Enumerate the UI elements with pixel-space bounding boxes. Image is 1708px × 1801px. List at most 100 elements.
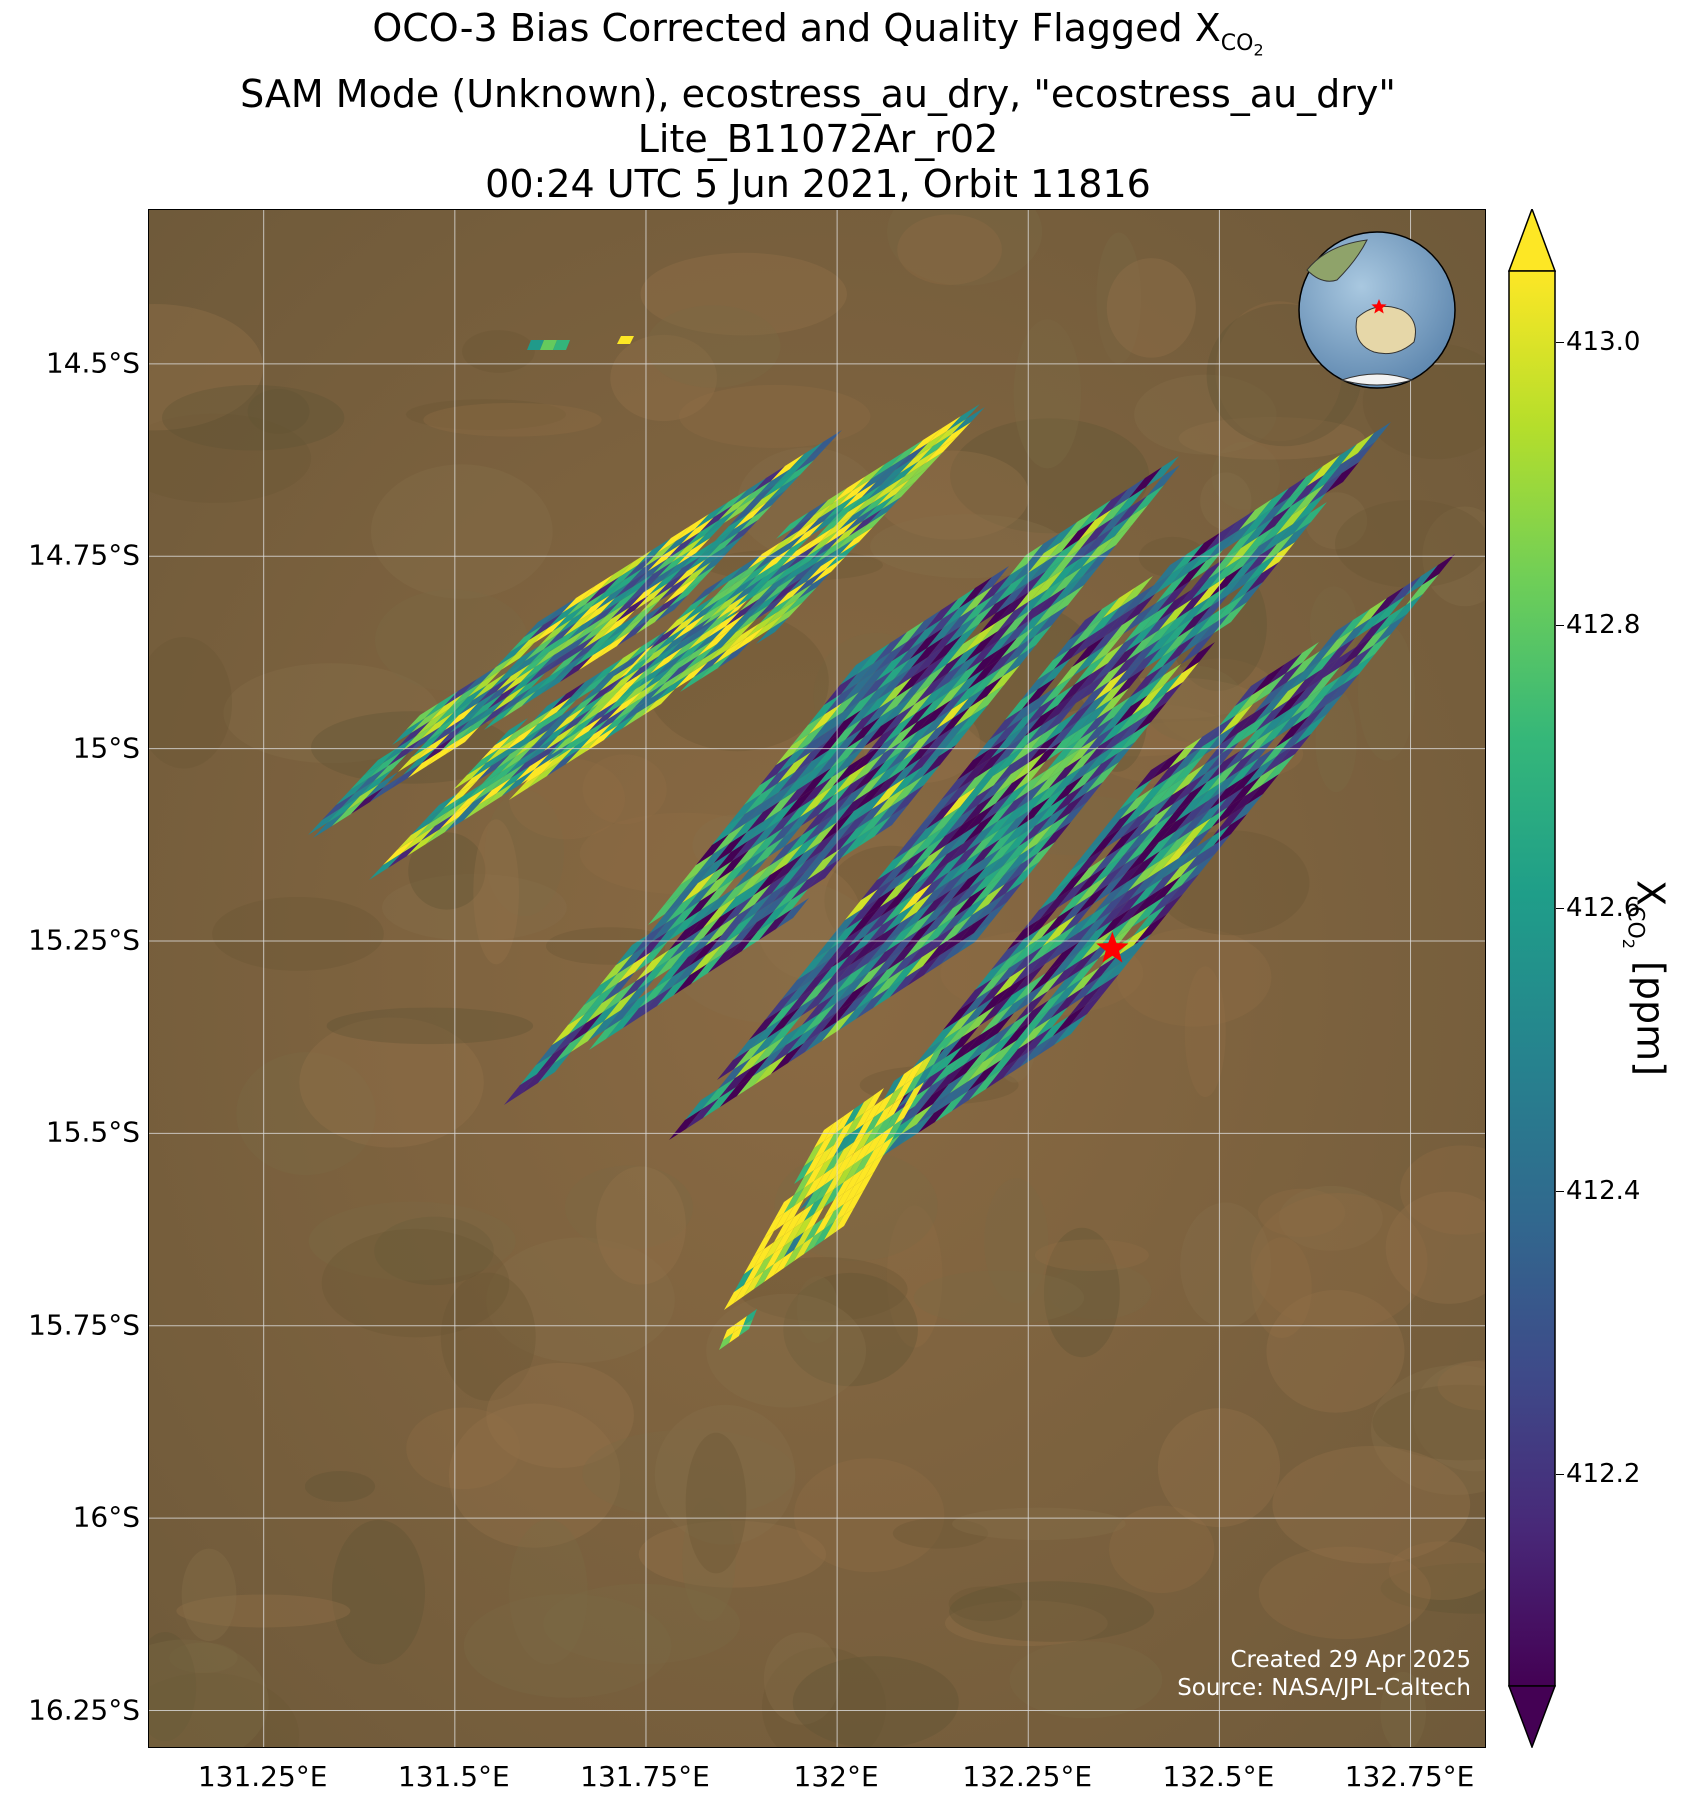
sounding-pixel: [884, 1107, 904, 1132]
sounding-pixel: [672, 946, 705, 977]
sounding-pixel: [383, 736, 416, 763]
sounding-pixel: [1047, 951, 1080, 982]
sounding-pixel: [745, 783, 778, 814]
sounding-pixel: [960, 586, 993, 617]
sounding-pixel: [961, 595, 994, 626]
sounding-pixel: [706, 532, 739, 559]
colorbar-extend-max: [1508, 209, 1556, 272]
sounding-pixel: [758, 900, 791, 931]
sounding-pixel: [730, 578, 763, 605]
sounding-pixel: [650, 647, 683, 674]
sounding-pixel: [779, 761, 812, 792]
lat-tick-label: 14.75°S: [28, 538, 140, 572]
sounding-pixel: [1072, 636, 1105, 667]
sounding-pixel: [766, 808, 799, 839]
sounding-pixel: [421, 712, 454, 739]
map-canvas[interactable]: [149, 210, 1486, 1748]
sounding-pixel: [1032, 768, 1065, 799]
sounding-pixel: [1058, 674, 1091, 705]
sounding-pixel: [910, 452, 943, 479]
sounding-pixel: [950, 1062, 983, 1093]
sounding-pixel: [720, 572, 753, 599]
sounding-pixel: [579, 643, 612, 670]
sounding-pixel: [1293, 493, 1326, 524]
sounding-pixel: [701, 529, 734, 556]
sounding-pixel: [1141, 601, 1174, 632]
sounding-pixel: [945, 805, 978, 836]
sounding-pixel: [740, 902, 773, 933]
sounding-pixel: [628, 634, 661, 661]
map-panel[interactable]: Created 29 Apr 2025 Source: NASA/JPL-Cal…: [148, 209, 1486, 1748]
sounding-pixel: [938, 716, 971, 747]
terrain-patch: [331, 1519, 426, 1665]
sounding-pixel: [350, 763, 383, 790]
sounding-pixel: [1276, 504, 1309, 535]
sounding-pixel: [1013, 973, 1046, 1004]
sounding-pixel: [1096, 688, 1129, 719]
sounding-pixel: [565, 713, 598, 740]
sounding-pixel: [854, 1150, 874, 1175]
sounding-pixel: [560, 655, 593, 682]
sounding-pixel: [804, 1152, 824, 1177]
sounding-pixel: [852, 952, 885, 983]
sounding-pixel: [839, 503, 872, 530]
sounding-pixel: [1037, 813, 1070, 844]
sounding-pixel: [1171, 755, 1204, 786]
sounding-pixel: [961, 997, 994, 1028]
sounding-pixel: [900, 702, 933, 733]
sounding-pixel: [1130, 878, 1163, 909]
sounding-pixel: [920, 718, 953, 749]
sounding-pixel: [1095, 891, 1128, 922]
sounding-pixel: [558, 709, 591, 736]
colorbar-tick-label: 412.2: [1566, 1458, 1641, 1489]
sounding-pixel: [1256, 700, 1289, 731]
sounding-pixel: [664, 632, 697, 659]
sounding-pixel: [659, 629, 692, 656]
sounding-pixel: [764, 575, 797, 602]
sounding-pixel: [450, 706, 483, 733]
sounding-pixel: [857, 467, 890, 494]
sounding-pixel: [365, 772, 398, 799]
sounding-pixel: [1152, 748, 1185, 779]
sounding-pixel: [825, 518, 858, 545]
sounding-pixel: [1194, 586, 1227, 617]
sounding-pixel: [1053, 629, 1086, 660]
sounding-pixel: [1002, 1038, 1035, 1069]
sounding-pixel: [625, 577, 658, 604]
sounding-pixel: [844, 1102, 864, 1127]
sounding-pixel: [763, 781, 796, 812]
sounding-pixel: [928, 1028, 961, 1059]
sounding-pixel: [1072, 848, 1105, 879]
sounding-pixel: [824, 1160, 844, 1185]
sounding-pixel: [1006, 862, 1039, 893]
sounding-pixel: [987, 665, 1020, 696]
sounding-pixel: [960, 988, 993, 1019]
sounding-pixel: [1065, 949, 1098, 980]
sounding-pixel: [1010, 544, 1043, 575]
sounding-pixel: [685, 899, 718, 930]
sounding-pixel: [1043, 915, 1076, 946]
sounding-pixel: [784, 996, 817, 1027]
sounding-pixel: [1090, 634, 1123, 665]
sounding-pixel: [411, 706, 444, 733]
sounding-pixel: [402, 826, 435, 853]
sounding-pixel: [739, 893, 772, 924]
sounding-pixel: [858, 816, 891, 847]
sounding-pixel: [779, 584, 812, 611]
sounding-pixel: [670, 928, 703, 959]
sounding-pixel: [840, 527, 873, 554]
sounding-pixel: [943, 787, 976, 818]
sounding-pixel: [1278, 522, 1311, 553]
terrain-patch: [509, 1519, 588, 1665]
sounding-pixel: [594, 707, 627, 734]
sounding-pixel: [445, 805, 478, 832]
sounding-pixel: [1191, 559, 1224, 590]
sounding-pixel: [1209, 769, 1242, 800]
sounding-pixel: [1105, 817, 1138, 848]
sounding-pixel: [842, 672, 875, 703]
sounding-pixel: [1109, 853, 1142, 884]
sounding-pixel: [1143, 619, 1176, 650]
sounding-pixel: [553, 1023, 586, 1054]
sounding-pixel: [911, 1039, 944, 1070]
terrain-patch: [1106, 258, 1196, 358]
